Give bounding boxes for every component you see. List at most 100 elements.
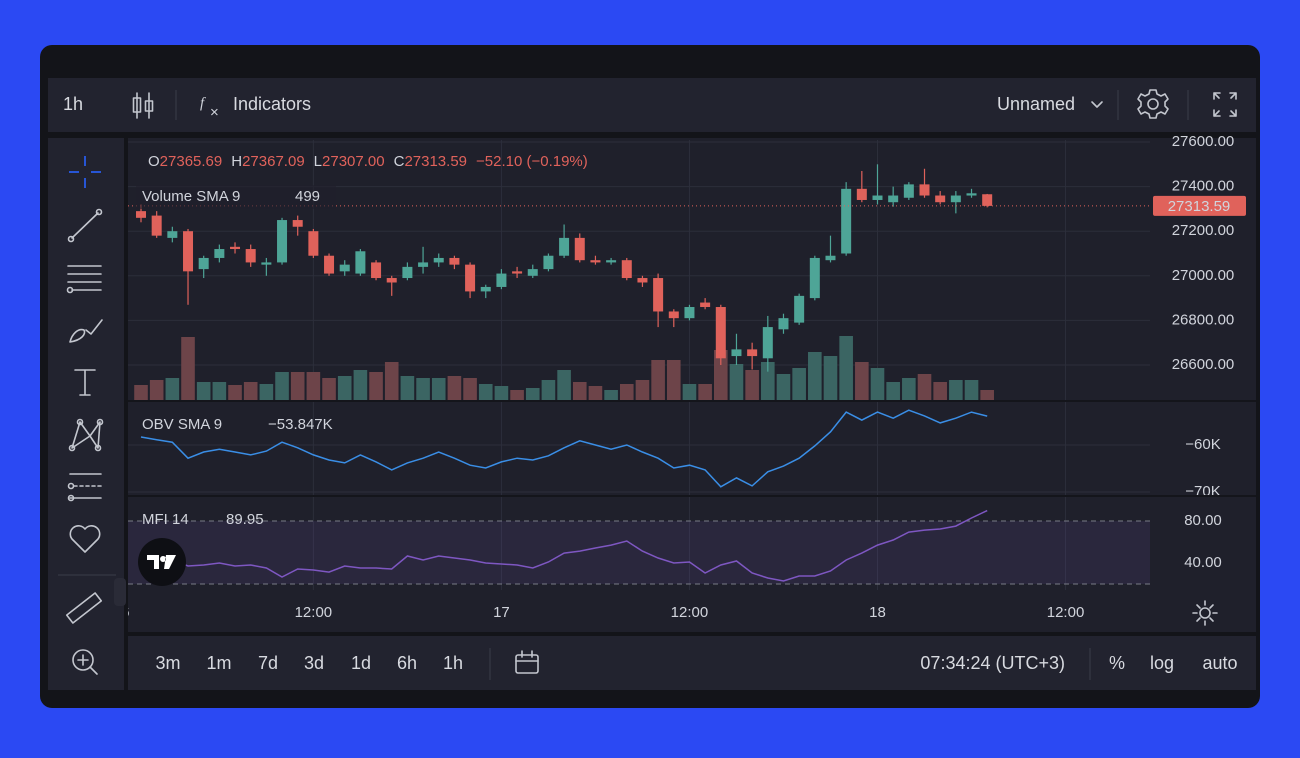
volume-bar — [212, 382, 227, 400]
candle-body — [574, 237, 585, 261]
volume-bar — [337, 376, 352, 400]
prediction-tool[interactable] — [67, 473, 102, 502]
y-tick-label: 27200.00 — [1172, 222, 1235, 239]
trend-line-tool[interactable] — [67, 208, 103, 243]
volume-bar — [886, 382, 900, 400]
y-tick-label: 27600.00 — [1172, 133, 1235, 150]
volume-bar — [572, 382, 587, 400]
y-tick-label: 26800.00 — [1172, 311, 1235, 328]
zoom-tool[interactable] — [72, 649, 98, 675]
volume-bar — [745, 370, 759, 400]
scale-option[interactable]: % — [1109, 653, 1125, 673]
legend-key: C — [394, 153, 405, 170]
range-button[interactable]: 7d — [258, 653, 278, 673]
volume-bar — [447, 376, 462, 400]
indicator-value: 89.95 — [226, 511, 264, 528]
volume-bar — [933, 382, 947, 400]
volume-bar — [322, 378, 336, 400]
theme-button[interactable] — [1192, 600, 1218, 626]
legend-value: 27367.09 — [242, 153, 305, 170]
volume-bar — [134, 385, 148, 400]
candle-body — [825, 255, 836, 261]
range-button[interactable]: 1h — [443, 653, 463, 673]
volume-bar — [494, 386, 509, 400]
favorites-tool[interactable] — [69, 525, 101, 553]
pattern-tool[interactable] — [68, 418, 104, 452]
candle-body — [308, 231, 319, 256]
interval-button[interactable]: 1h — [63, 94, 83, 114]
candle-body — [919, 184, 930, 196]
volume-bar — [463, 378, 477, 400]
crosshair-tool[interactable] — [69, 156, 101, 188]
chart-type-button[interactable] — [132, 92, 154, 119]
candle-body — [966, 193, 977, 196]
candle-body — [230, 246, 241, 250]
y-tick-label: 26600.00 — [1172, 356, 1235, 373]
fib-tool[interactable] — [66, 265, 102, 294]
indicator-line — [140, 409, 988, 488]
range-button[interactable]: 1m — [206, 653, 231, 673]
scale-option[interactable]: log — [1150, 653, 1174, 673]
legend-key: L — [314, 153, 322, 170]
candle-body — [151, 215, 162, 236]
legend-value: 27313.59 — [404, 153, 467, 170]
volume-bar — [635, 380, 650, 400]
x-tick-label: 17 — [493, 604, 510, 621]
volume-bar — [839, 336, 853, 400]
x-tick-label: 18 — [869, 604, 886, 621]
candle-body — [527, 269, 538, 276]
x-tick-label: 6 — [121, 604, 129, 621]
range-button[interactable]: 3m — [155, 653, 180, 673]
candle-body — [747, 349, 758, 357]
volume-bar — [478, 384, 493, 400]
ruler-tool[interactable] — [65, 592, 103, 624]
volume-bar — [588, 386, 603, 400]
candle-body — [794, 295, 805, 323]
last-price-label: 27313.59 — [1168, 198, 1231, 215]
candle-body — [731, 349, 742, 357]
brush-tool[interactable] — [69, 319, 103, 343]
fullscreen-button[interactable] — [1213, 92, 1237, 117]
date-range-button[interactable] — [515, 650, 539, 674]
candle-body — [480, 286, 491, 292]
volume-bar — [651, 360, 665, 400]
chevron-icon — [1091, 101, 1103, 108]
candle-body — [512, 271, 523, 274]
tradingview-logo[interactable] — [138, 538, 186, 586]
fx-icon-sub: × — [210, 104, 219, 121]
candle-body — [778, 318, 789, 330]
legend-value: 27365.69 — [160, 153, 223, 170]
volume-bar — [792, 368, 806, 400]
axis-clip: −60K −70K — [1185, 436, 1220, 495]
range-button[interactable]: 1d — [351, 653, 371, 673]
scale-option[interactable]: auto — [1202, 653, 1237, 673]
volume-bar — [431, 378, 446, 400]
volume-bar — [306, 372, 321, 400]
candle-body — [950, 195, 961, 203]
settings-button[interactable] — [1137, 89, 1169, 119]
candle-body — [292, 220, 303, 227]
candle-body — [339, 264, 350, 272]
indicator-name: OBV SMA 9 — [142, 416, 222, 433]
candle-body — [402, 266, 413, 279]
text-tool[interactable] — [74, 369, 96, 396]
indicators-button[interactable]: Indicators — [233, 94, 311, 114]
range-button[interactable]: 3d — [304, 653, 324, 673]
volume-bar — [275, 372, 289, 400]
volume-bar — [870, 368, 885, 400]
volume-bar — [400, 376, 415, 400]
volume-value: 499 — [295, 188, 320, 205]
candle-body — [355, 251, 366, 274]
candle-body — [245, 249, 256, 263]
candle-body — [653, 278, 664, 312]
candle-body — [935, 195, 946, 203]
clock: 07:34:24 (UTC+3) — [920, 653, 1065, 673]
legend-key: O — [148, 153, 160, 170]
range-button[interactable]: 6h — [397, 653, 417, 673]
collapse-tab[interactable] — [114, 578, 126, 606]
candle-body — [433, 257, 444, 263]
layout-name-button[interactable]: Unnamed — [997, 94, 1075, 114]
pane — [128, 402, 1150, 495]
y-tick-label: 40.00 — [1184, 554, 1222, 571]
